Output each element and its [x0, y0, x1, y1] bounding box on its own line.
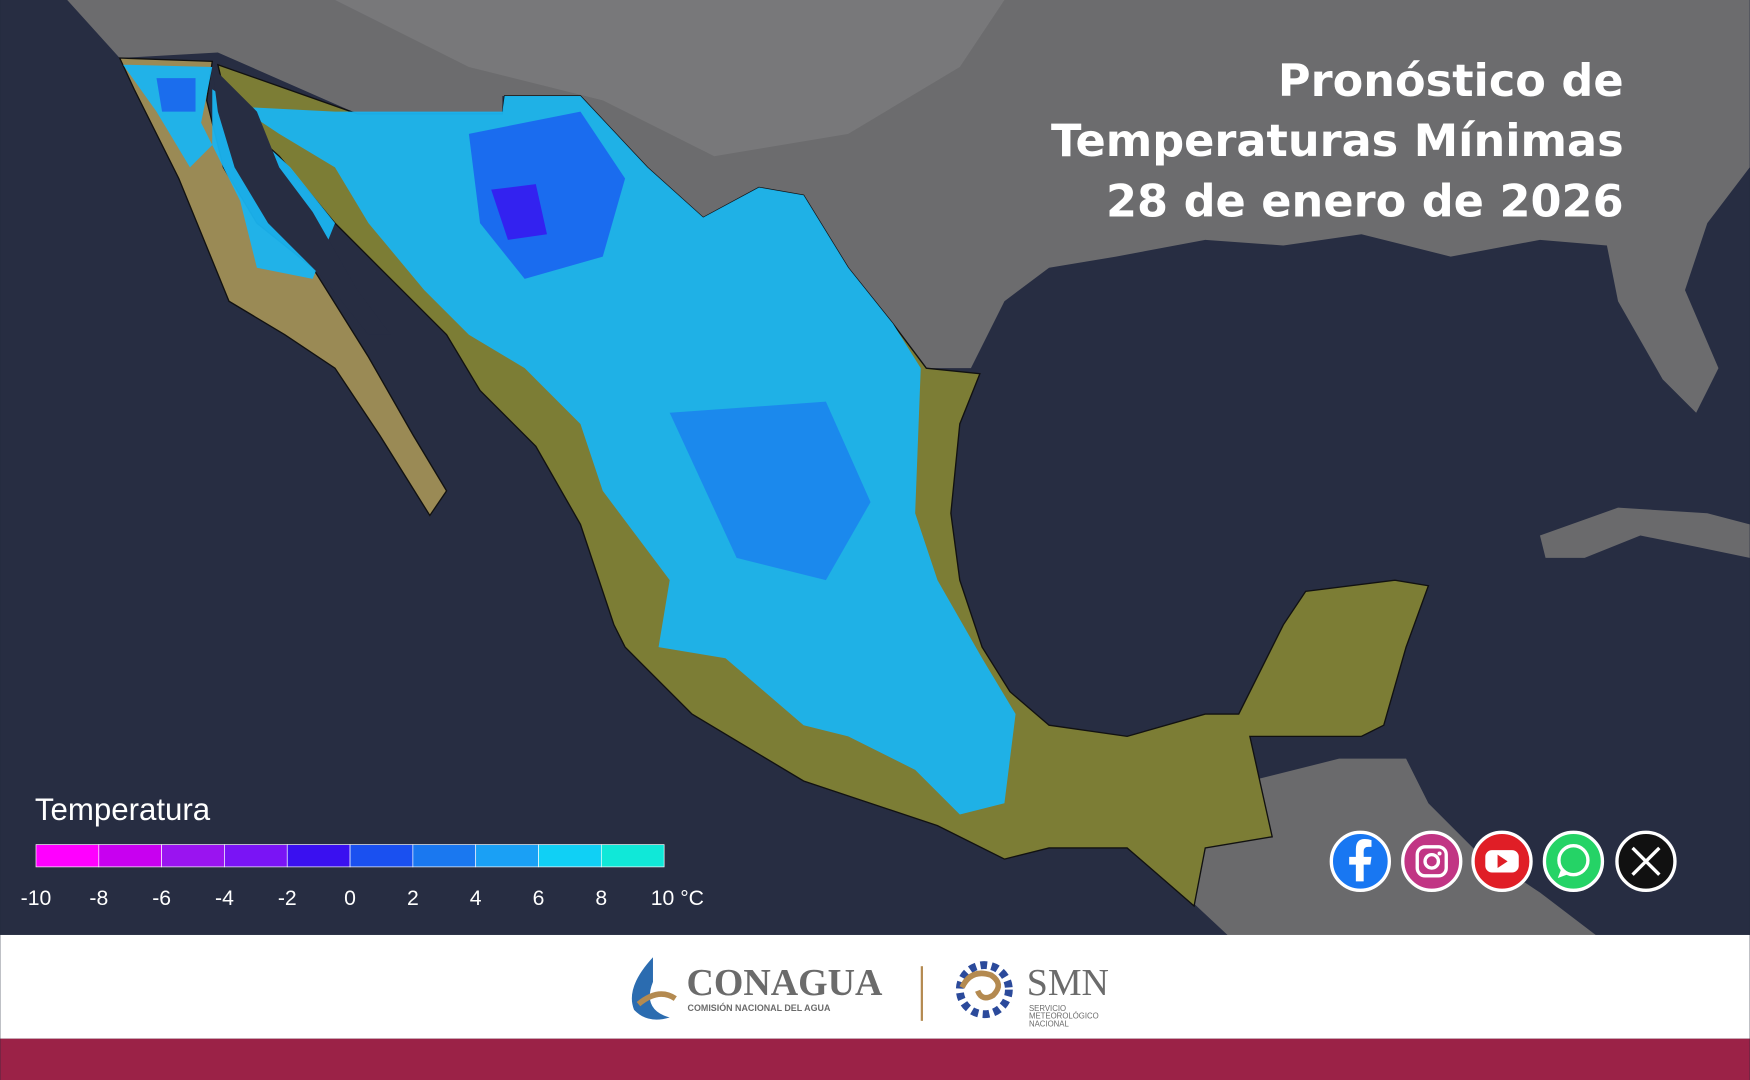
smn-subtitle: METEOROLÓGICO — [1029, 1012, 1099, 1021]
legend-swatch — [349, 844, 414, 868]
temperature-cool-zone — [669, 401, 871, 581]
legend-tick-label: -6 — [152, 887, 171, 910]
temperature-coldest-zone — [491, 184, 547, 240]
smn-subtitle: NACIONAL — [1029, 1019, 1070, 1028]
conagua-name: CONAGUA — [686, 962, 883, 1004]
title-line: Temperaturas Mínimas — [1051, 115, 1624, 167]
legend-tick-label: 10 °C — [651, 887, 704, 910]
legend-swatch — [286, 844, 351, 868]
title: Pronóstico de Temperaturas Mínimas 28 de… — [1051, 55, 1624, 227]
land-relief — [335, 0, 1005, 157]
legend-swatch — [600, 844, 665, 868]
legend-tick-label: 0 — [344, 887, 356, 910]
legend-tick-label: -4 — [215, 887, 234, 910]
instagram-icon[interactable] — [1401, 830, 1463, 893]
legend-swatch — [224, 844, 288, 868]
legend-tick-label: 6 — [533, 887, 545, 910]
legend-tick-label: 8 — [595, 887, 607, 910]
legend-tick-label: -10 — [21, 887, 52, 910]
land-usa — [0, 0, 1750, 413]
legend-tick-label: -2 — [278, 887, 297, 910]
footer — [0, 934, 1750, 1039]
legend-swatch — [35, 844, 100, 868]
legend-swatch — [161, 844, 225, 868]
gulf-of-california — [212, 66, 391, 335]
legend-swatch — [475, 844, 539, 868]
conagua-subtitle: COMISIÓN NACIONAL DEL AGUA — [688, 1002, 831, 1013]
youtube-icon[interactable] — [1471, 830, 1533, 893]
land-cuba — [1539, 507, 1750, 558]
smn-name: SMN — [1027, 962, 1109, 1004]
title-line: Pronóstico de — [1278, 55, 1624, 107]
legend-tick-label: -8 — [89, 887, 108, 910]
legend: Temperatura -10 -8 -6 -4 -2 0 2 4 6 8 10 °C — [21, 792, 704, 910]
x-icon[interactable] — [1615, 830, 1677, 893]
temperature-cool-zone — [156, 78, 196, 112]
title-line: 28 de enero de 2026 — [1106, 175, 1624, 227]
legend-swatch — [412, 844, 477, 868]
legend-swatch — [538, 844, 602, 868]
whatsapp-icon[interactable] — [1542, 830, 1605, 893]
legend-tick-label: 2 — [407, 887, 419, 910]
smn-logo: SMN SERVICIO METEOROLÓGICO NACIONAL — [955, 961, 1109, 1028]
legend-title: Temperatura — [35, 792, 211, 827]
legend-tick-label: 4 — [470, 887, 482, 910]
legend-swatch — [98, 844, 162, 868]
facebook-icon[interactable] — [1329, 830, 1392, 893]
social-icons — [1329, 830, 1677, 893]
temperature-overlay — [123, 64, 1016, 815]
smn-subtitle: SERVICIO — [1029, 1004, 1066, 1013]
conagua-logo: CONAGUA COMISIÓN NACIONAL DEL AGUA — [631, 957, 883, 1020]
footer-band — [0, 1038, 1750, 1080]
